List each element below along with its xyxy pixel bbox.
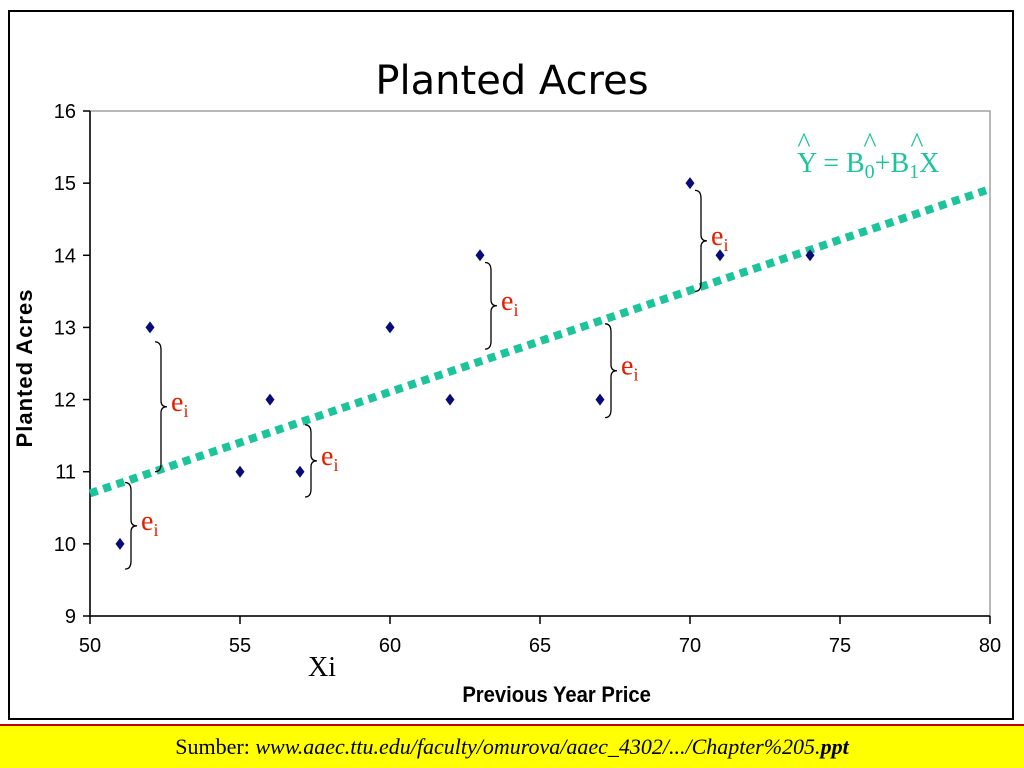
eq-b1: B	[890, 148, 909, 179]
y-tick-label: 12	[54, 390, 76, 412]
eq-b0: B	[846, 148, 865, 179]
residual-label: ei	[141, 506, 158, 540]
data-point	[805, 249, 815, 262]
eq-plus: +	[875, 148, 891, 179]
eq-equals: =	[816, 148, 846, 179]
x-tick-label: 60	[379, 635, 401, 657]
data-point	[685, 177, 695, 190]
residual-braces: ei ei ei ei ei ei	[124, 189, 728, 570]
y-tick-label: 10	[54, 534, 76, 556]
y-tick-label: 15	[54, 173, 76, 195]
data-point	[475, 249, 485, 262]
x-axis-label: Previous Year Price	[462, 683, 651, 707]
residual-brace	[484, 261, 498, 350]
plot-area	[89, 110, 991, 617]
x-tick-label: 50	[79, 635, 101, 657]
footer-url: www.aaec.ttu.edu/faculty/omurova/aaec_43…	[255, 734, 821, 759]
residual-brace	[304, 424, 318, 498]
eq-hat-b0: ^	[863, 128, 876, 159]
residual-label: ei	[711, 221, 728, 255]
x-tick-label: 65	[529, 635, 551, 657]
chart-title: Planted Acres	[375, 58, 648, 104]
residual-label: ei	[621, 351, 638, 385]
residual-brace	[124, 481, 138, 570]
x-tick-label: 70	[679, 635, 701, 657]
x-axis: 50 55 60 65 70 75 80	[79, 615, 1001, 657]
y-axis-label: Planted Acres	[12, 289, 37, 448]
x-tick-label: 55	[229, 635, 251, 657]
data-point	[145, 321, 155, 334]
y-axis: 9 10 11 12 13 14 15 16	[54, 101, 91, 628]
xi-annotation: Xi	[308, 652, 336, 683]
eq-b0-sub: 0	[865, 161, 875, 183]
residual-label: ei	[171, 387, 188, 421]
residual-brace	[604, 323, 618, 419]
residual-label: ei	[501, 286, 518, 320]
x-tick-label: 80	[979, 635, 1001, 657]
residual-brace	[694, 189, 708, 293]
y-tick-label: 13	[54, 317, 76, 339]
residual-brace	[154, 341, 168, 473]
equation-text: Y = B0+B1X	[797, 148, 939, 183]
eq-x: X	[919, 148, 939, 179]
regression-equation: Y = B0+B1X ^ ^ ^	[797, 128, 939, 183]
data-point	[235, 465, 245, 478]
footer-prefix: Sumber:	[175, 734, 250, 759]
slide-frame	[8, 10, 1014, 720]
data-point	[295, 465, 305, 478]
x-tick-label: 75	[829, 635, 851, 657]
data-point	[715, 249, 725, 262]
y-tick-label: 14	[54, 245, 76, 267]
regression-line	[88, 186, 988, 498]
data-points	[115, 177, 815, 550]
plot-border	[89, 110, 991, 617]
data-point	[115, 537, 125, 550]
y-tick-label: 11	[55, 462, 76, 484]
data-point	[445, 393, 455, 406]
y-tick-label: 9	[65, 606, 76, 628]
eq-hat-y: ^	[797, 128, 810, 159]
source-footer: Sumber: www.aaec.ttu.edu/faculty/omurova…	[0, 724, 1024, 768]
eq-yhat: Y	[797, 148, 817, 179]
residual-label: ei	[321, 441, 338, 475]
data-point	[595, 393, 605, 406]
eq-b1-sub: 1	[909, 161, 919, 183]
data-point	[385, 321, 395, 334]
footer-ext: ppt	[820, 734, 849, 759]
regression-line-path	[88, 186, 988, 498]
y-tick-label: 16	[54, 101, 76, 123]
eq-hat-b1: ^	[910, 128, 923, 159]
data-point	[265, 393, 275, 406]
